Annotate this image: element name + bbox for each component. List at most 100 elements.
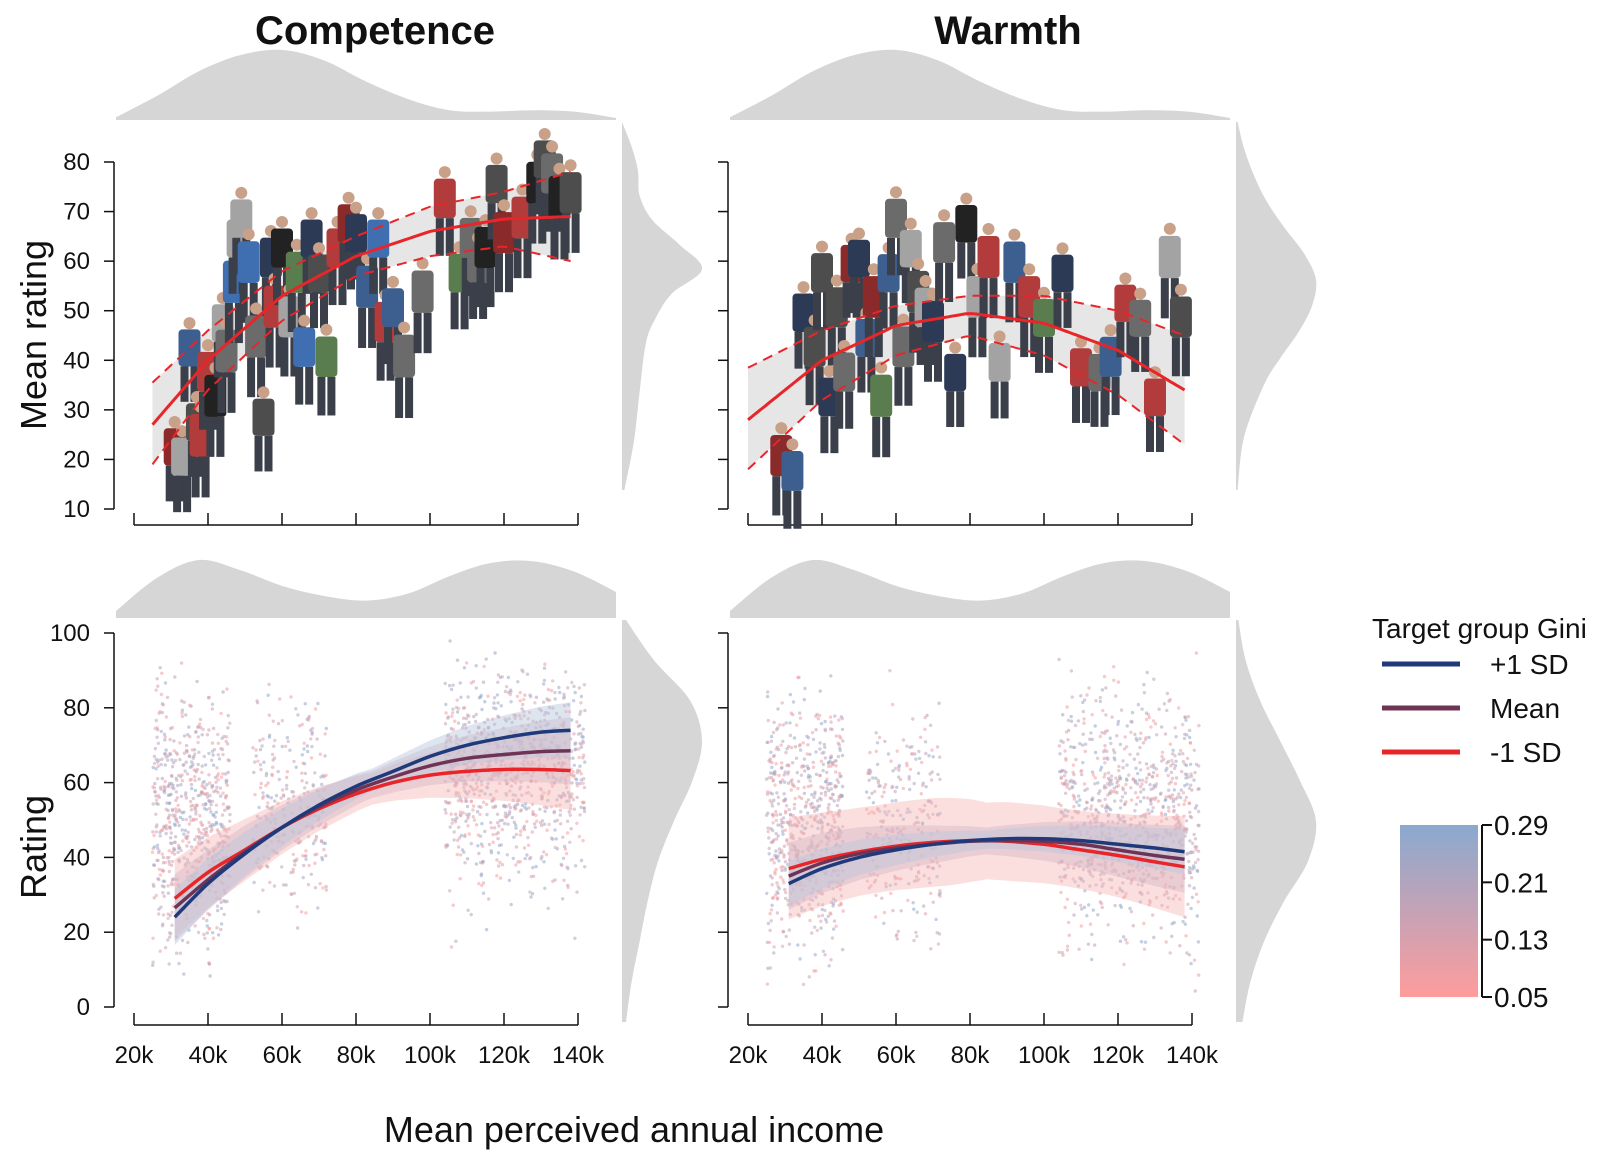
data-point xyxy=(182,810,186,814)
data-point xyxy=(782,881,786,885)
data-point xyxy=(164,831,168,836)
data-point xyxy=(1125,724,1129,728)
data-point xyxy=(207,773,211,777)
data-point xyxy=(182,734,187,738)
person-leg xyxy=(1181,337,1190,377)
person-head xyxy=(350,201,362,214)
mean-rating-axis-label: Mean rating xyxy=(13,240,54,430)
data-point xyxy=(1098,891,1102,895)
data-point xyxy=(783,896,788,901)
person-leg xyxy=(857,356,866,393)
data-point xyxy=(1058,752,1062,756)
data-point xyxy=(523,693,527,697)
data-point xyxy=(310,826,314,831)
data-point xyxy=(1159,725,1164,729)
data-point xyxy=(937,892,941,897)
data-point xyxy=(769,919,773,923)
data-point xyxy=(1089,731,1093,735)
data-point xyxy=(520,724,524,728)
person-leg xyxy=(201,456,210,498)
data-point xyxy=(783,868,787,872)
data-point xyxy=(266,693,270,697)
data-point xyxy=(824,917,828,922)
data-point xyxy=(1069,669,1074,673)
data-point xyxy=(818,713,822,718)
data-point xyxy=(518,699,522,703)
data-point xyxy=(447,683,452,688)
person-leg xyxy=(191,456,200,498)
data-point xyxy=(481,881,486,885)
data-point xyxy=(166,816,171,820)
data-point xyxy=(289,892,294,896)
person-leg xyxy=(935,263,944,303)
data-point xyxy=(180,828,184,832)
person-torso xyxy=(933,222,956,264)
data-point xyxy=(180,714,184,719)
data-point xyxy=(1188,762,1193,766)
data-point xyxy=(156,877,160,881)
data-point xyxy=(540,819,545,823)
data-point xyxy=(1155,823,1159,827)
person-leg xyxy=(1126,321,1135,358)
data-point xyxy=(467,759,471,763)
data-point xyxy=(159,905,163,909)
data-point xyxy=(769,739,774,743)
data-point xyxy=(316,789,320,793)
data-point xyxy=(1100,870,1104,874)
series-line xyxy=(173,767,571,900)
person-leg xyxy=(224,302,233,344)
data-point xyxy=(1122,747,1127,751)
data-point xyxy=(1159,791,1163,795)
person-leg xyxy=(830,416,839,454)
data-point xyxy=(782,792,786,796)
data-point xyxy=(780,761,784,765)
data-point xyxy=(269,807,273,811)
data-point xyxy=(523,802,528,806)
data-point xyxy=(516,802,520,807)
data-point xyxy=(534,779,538,784)
data-point xyxy=(171,882,176,887)
data-point xyxy=(1102,756,1107,761)
data-point xyxy=(1177,840,1182,845)
data-point xyxy=(471,778,475,782)
data-point xyxy=(791,836,796,841)
data-point xyxy=(1194,892,1199,896)
data-point xyxy=(307,863,311,868)
data-point xyxy=(793,848,798,852)
data-point xyxy=(562,696,566,700)
data-point xyxy=(259,781,263,786)
data-point xyxy=(780,944,785,948)
data-point xyxy=(459,739,463,743)
data-point xyxy=(503,763,508,767)
data-point xyxy=(306,749,310,754)
data-point xyxy=(1136,863,1140,868)
data-point xyxy=(184,760,188,764)
data-point xyxy=(826,822,830,827)
data-point xyxy=(199,894,203,898)
data-point xyxy=(544,852,549,857)
data-point xyxy=(163,735,167,739)
data-point xyxy=(577,755,581,760)
data-point xyxy=(297,830,302,835)
data-point xyxy=(547,775,551,780)
data-point xyxy=(558,690,562,695)
data-point xyxy=(1062,769,1066,773)
data-point xyxy=(444,702,448,707)
data-point xyxy=(935,829,940,833)
data-point xyxy=(901,786,905,791)
data-point xyxy=(479,873,483,878)
data-point xyxy=(782,773,786,777)
y-tick-label: 50 xyxy=(63,298,90,325)
data-point xyxy=(256,910,261,914)
data-point xyxy=(1067,834,1071,838)
data-point xyxy=(1164,795,1168,799)
data-point xyxy=(1164,940,1168,944)
data-point xyxy=(508,789,512,793)
data-point xyxy=(918,807,922,812)
data-point xyxy=(830,824,834,828)
data-point xyxy=(775,837,779,841)
data-point xyxy=(568,840,572,844)
data-point xyxy=(158,666,162,670)
data-point xyxy=(1106,923,1110,927)
